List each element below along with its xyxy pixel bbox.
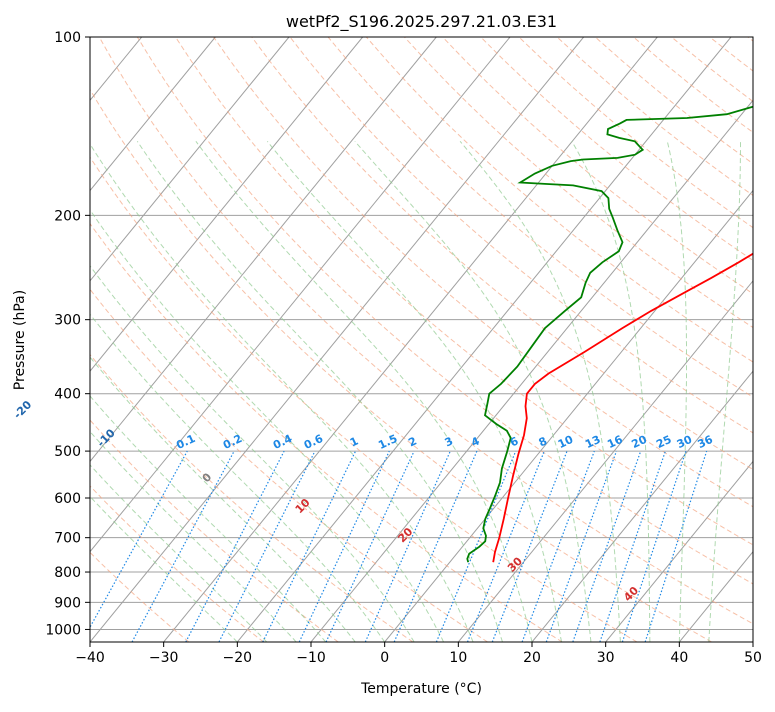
x-tick-label: −10 <box>296 650 326 666</box>
y-tick-label: 800 <box>54 565 81 581</box>
y-tick-label: 200 <box>54 208 81 224</box>
y-tick-label: 700 <box>54 531 81 547</box>
x-tick-label: 30 <box>597 650 615 666</box>
isotherm-line <box>0 37 68 642</box>
y-tick-label: 400 <box>54 387 81 403</box>
x-tick-label: 20 <box>523 650 541 666</box>
x-tick-label: −40 <box>75 650 105 666</box>
x-tick-label: 10 <box>449 650 467 666</box>
y-tick-label: 1000 <box>45 622 81 638</box>
dry-adiabat-label: -20 <box>11 398 34 421</box>
x-tick-label: 0 <box>380 650 389 666</box>
chart-title: wetPf2_S196.2025.297.21.03.E31 <box>286 12 557 32</box>
x-tick-label: 40 <box>670 650 688 666</box>
x-tick-label: −30 <box>149 650 179 666</box>
y-tick-label: 300 <box>54 313 81 329</box>
y-tick-label: 900 <box>54 595 81 611</box>
x-tick-label: 50 <box>744 650 762 666</box>
y-axis-label: Pressure (hPa) <box>12 290 28 390</box>
y-tick-label: 500 <box>54 444 81 460</box>
y-tick-label: 600 <box>54 491 81 507</box>
isotherm-line <box>753 37 775 642</box>
x-axis-label: Temperature (°C) <box>360 681 482 697</box>
x-tick-label: −20 <box>223 650 253 666</box>
y-tick-label: 100 <box>54 30 81 46</box>
